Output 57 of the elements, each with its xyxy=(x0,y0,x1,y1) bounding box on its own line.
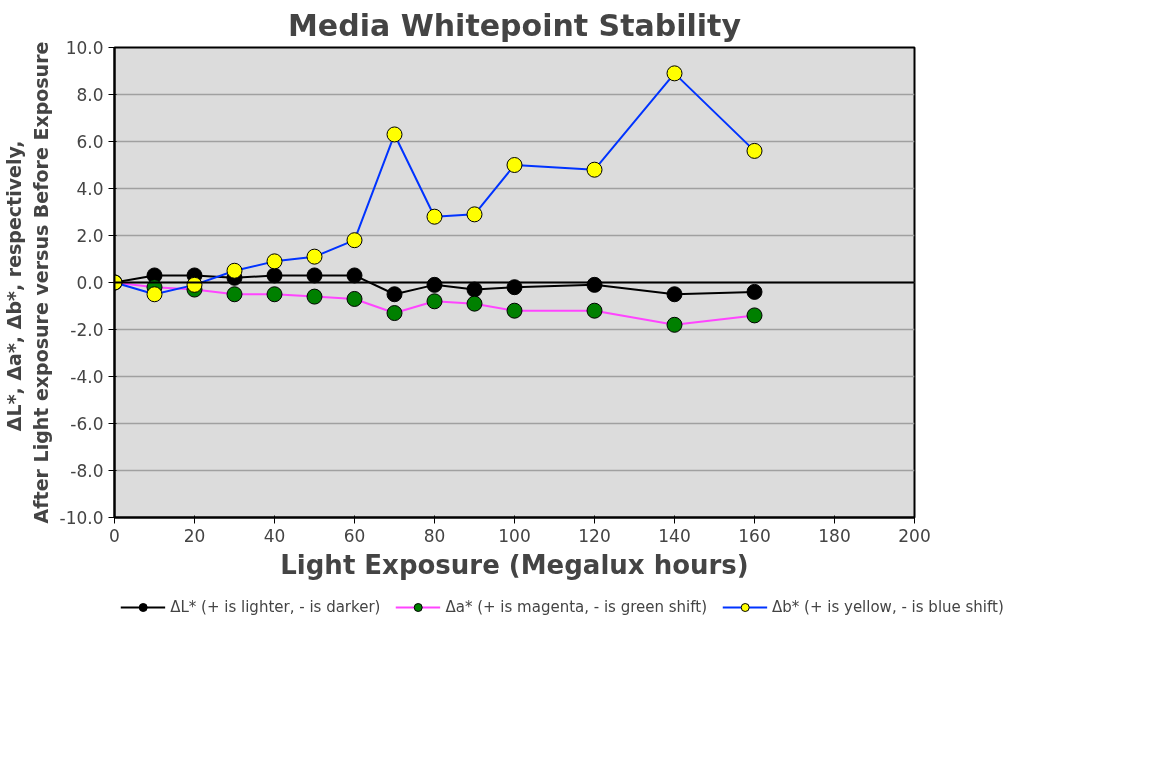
point xyxy=(386,286,403,303)
point xyxy=(266,286,283,303)
point xyxy=(306,288,323,305)
point xyxy=(746,307,763,324)
x-tick-label: 100 xyxy=(498,525,531,546)
y-tick-label: 0.0 xyxy=(76,273,104,293)
point xyxy=(346,267,363,284)
point xyxy=(266,267,283,284)
point xyxy=(506,157,523,173)
y-tick-label: -10.0 xyxy=(59,508,104,528)
point xyxy=(426,293,443,310)
y-tick-label: -8.0 xyxy=(70,461,104,481)
legend-label: ΔL* (+ is lighter, - is darker) xyxy=(170,598,381,616)
point xyxy=(506,302,523,319)
point xyxy=(226,262,243,279)
point xyxy=(346,290,363,307)
y-tick-label: 10.0 xyxy=(65,38,104,58)
legend-label: Δa* (+ is magenta, - is green shift) xyxy=(445,598,708,616)
x-tick-label: 20 xyxy=(183,525,206,546)
y-axis-title: ΔL*, Δa*, Δb*, respectively, After Light exposure versus Before Exposure xyxy=(3,41,52,524)
x-tick-label: 200 xyxy=(898,525,931,546)
point xyxy=(666,316,683,333)
x-tick-label: 160 xyxy=(738,525,771,546)
x-axis-title: Light Exposure (Megalux hours) xyxy=(280,549,749,580)
point xyxy=(586,302,603,319)
x-tick-label: 140 xyxy=(658,525,691,546)
x-tick-label: 80 xyxy=(423,525,446,546)
point xyxy=(146,286,163,303)
x-tick-label: 40 xyxy=(263,525,286,546)
y-tick-label: 4.0 xyxy=(76,179,104,199)
point xyxy=(746,283,763,300)
point xyxy=(586,161,603,178)
point xyxy=(306,267,323,284)
x-tick-label: 60 xyxy=(343,525,366,546)
point xyxy=(466,295,483,312)
point xyxy=(746,142,763,159)
point xyxy=(666,286,683,303)
point xyxy=(426,208,443,225)
y-tick-label: -6.0 xyxy=(70,414,104,434)
point xyxy=(386,126,403,143)
y-tick-label: 8.0 xyxy=(76,85,104,105)
point xyxy=(466,206,483,223)
x-tick-label: 0 xyxy=(109,525,120,546)
x-tick-label: 180 xyxy=(818,525,851,546)
y-tick-label: 6.0 xyxy=(76,132,104,152)
point xyxy=(666,65,683,82)
point xyxy=(226,286,243,303)
chart-title: Media Whitepoint Stability xyxy=(288,7,742,43)
y-tick-label: -4.0 xyxy=(70,367,104,387)
point xyxy=(266,253,283,270)
point xyxy=(306,248,323,265)
y-tick-label: 2.0 xyxy=(76,226,104,246)
x-tick-label: 120 xyxy=(578,525,611,546)
point xyxy=(386,305,403,322)
legend-label: Δb* (+ is yellow, - is blue shift) xyxy=(772,598,1004,616)
point xyxy=(346,232,363,249)
y-tick-label: -2.0 xyxy=(70,320,104,340)
